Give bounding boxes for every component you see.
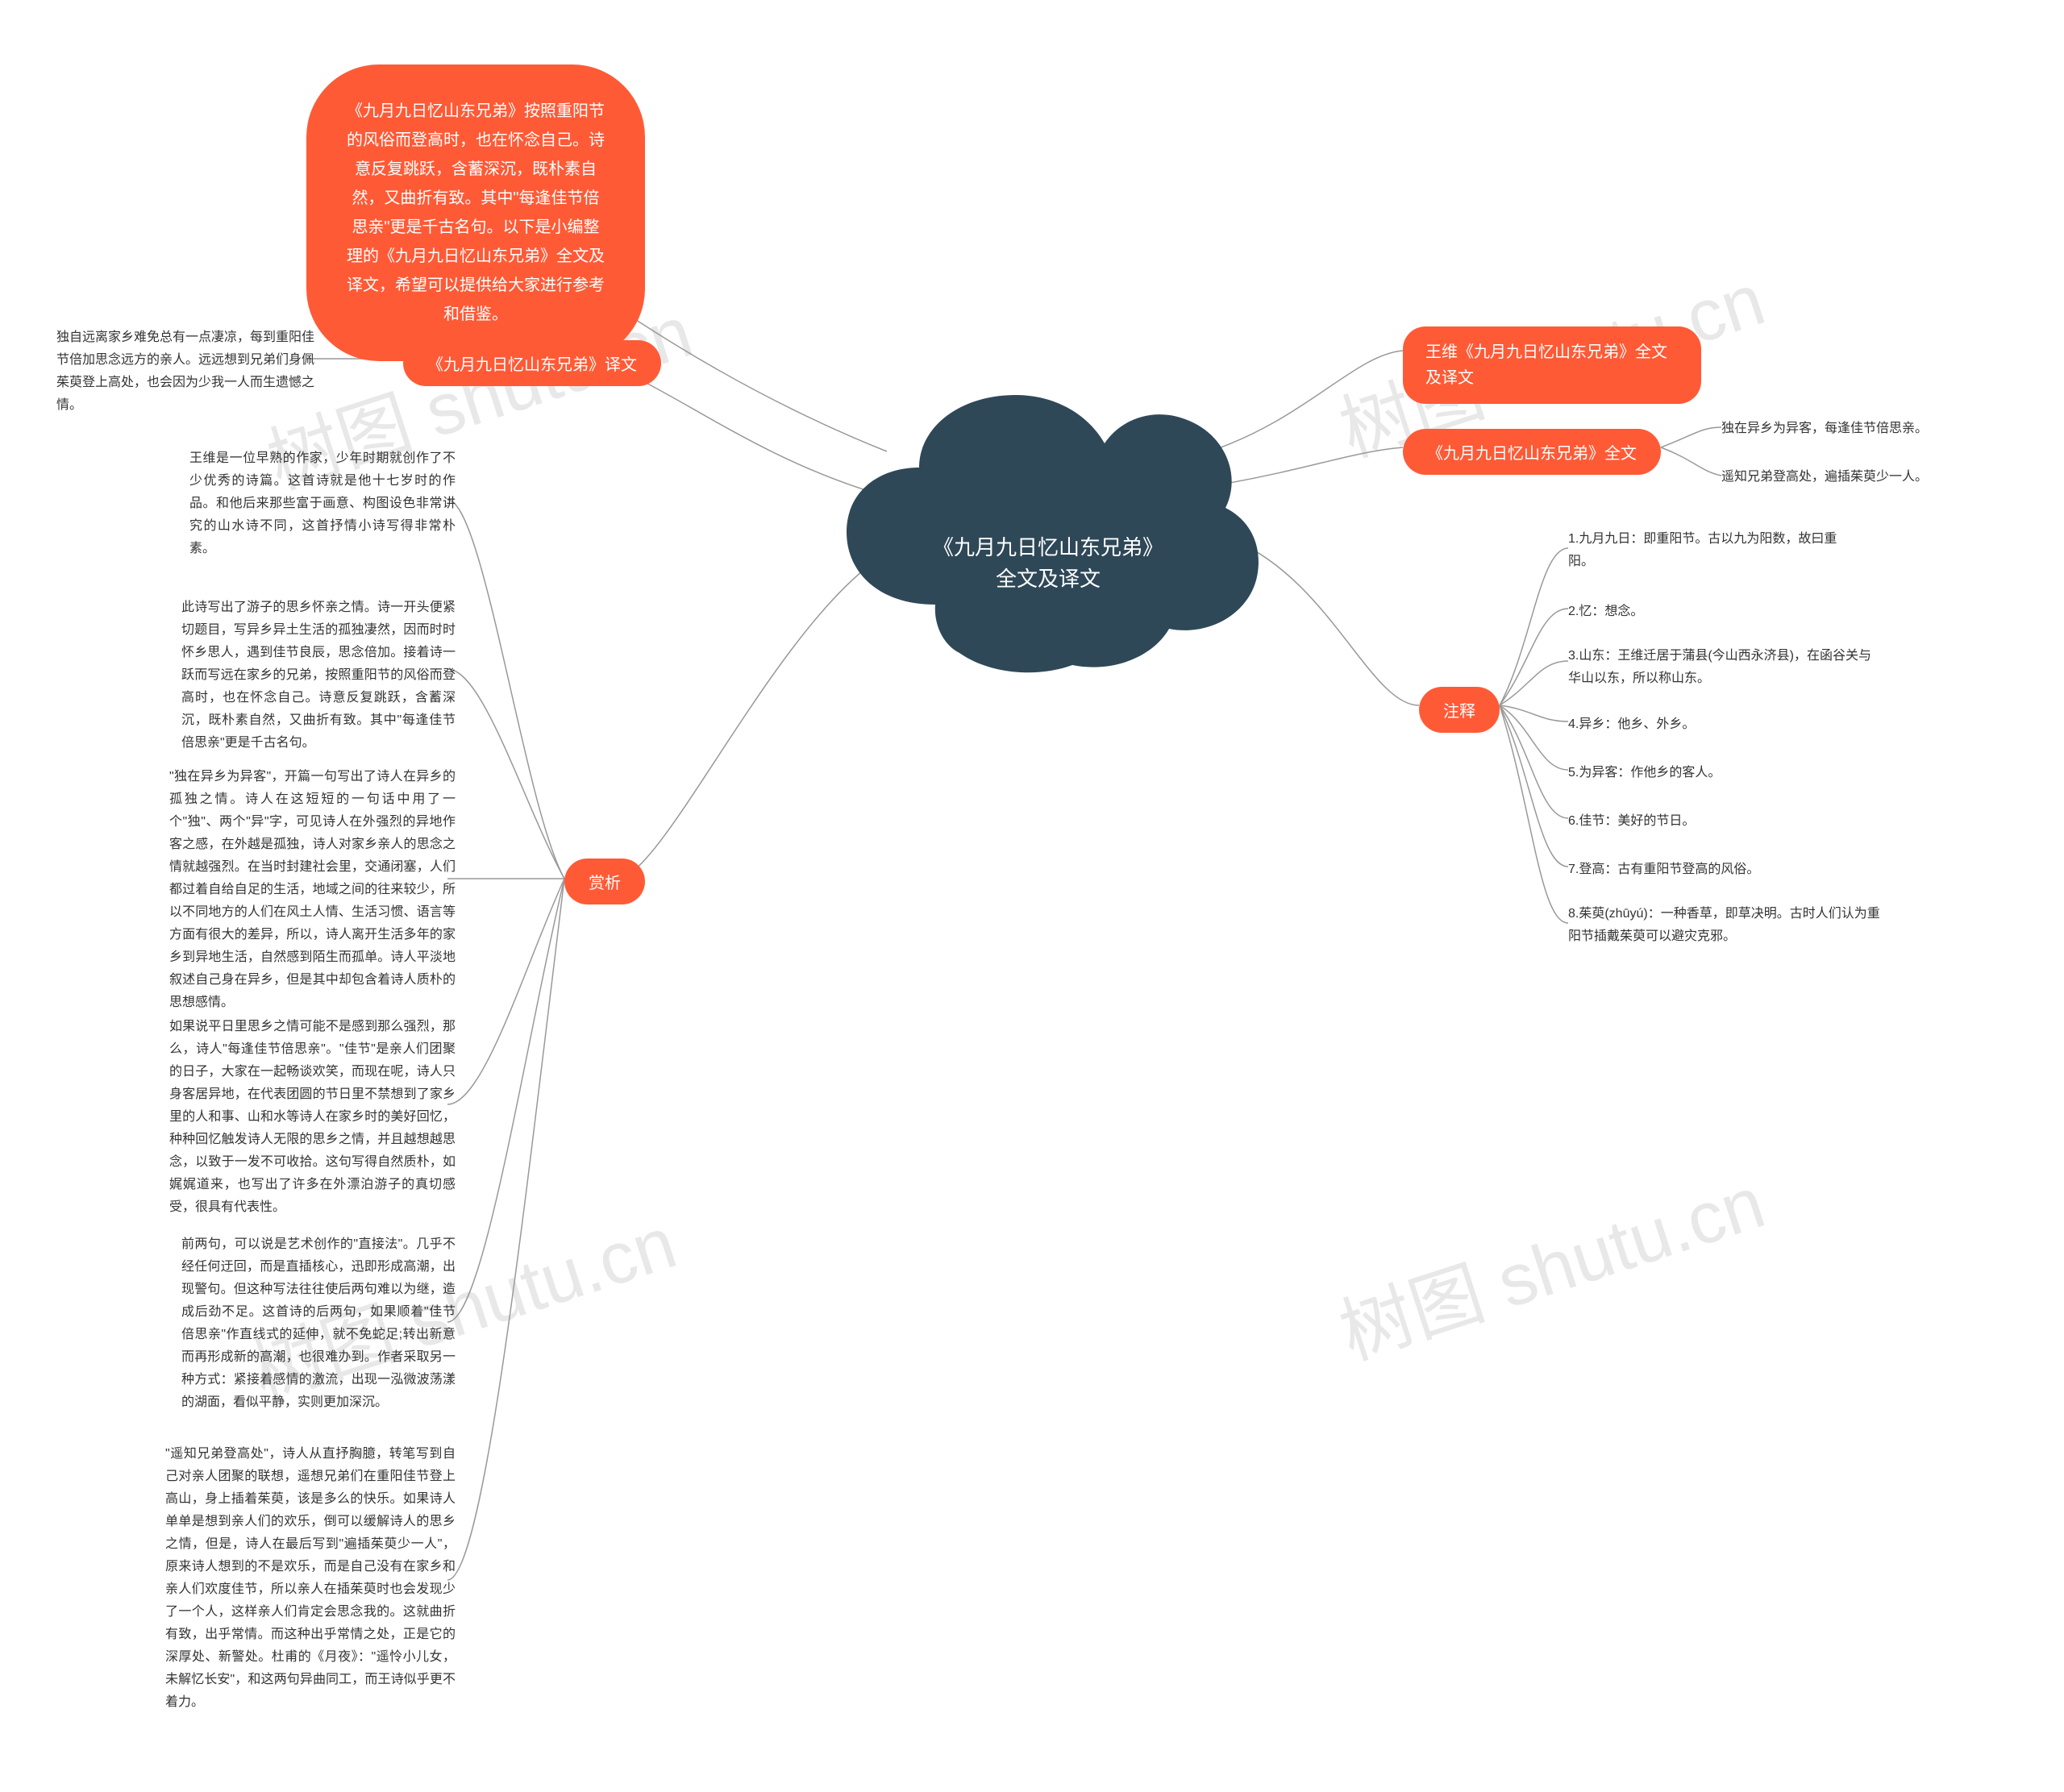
poem-line-1: 独在异乡为异客，每逢佳节倍思亲。 bbox=[1721, 418, 1971, 440]
center-cloud-node: 《九月九日忆山东兄弟》 全文及译文 bbox=[830, 371, 1266, 677]
note-item-6: 6.佳节：美好的节日。 bbox=[1568, 810, 1858, 833]
appreciation-para-6: "遥知兄弟登高处"，诗人从直抒胸臆，转笔写到自己对亲人团聚的联想，遥想兄弟们在重… bbox=[165, 1443, 456, 1714]
intro-node: 《九月九日忆山东兄弟》按照重阳节的风俗而登高时，也在怀念自己。诗意反复跳跃，含蓄… bbox=[306, 64, 645, 361]
note-item-4: 4.异乡：他乡、外乡。 bbox=[1568, 713, 1858, 736]
fulltext-title-node: 王维《九月九日忆山东兄弟》全文及译文 bbox=[1403, 326, 1701, 404]
center-title: 《九月九日忆山东兄弟》 全文及译文 bbox=[830, 532, 1266, 595]
translation-text: 独自远离家乡难免总有一点凄凉，每到重阳佳节倍加思念远方的亲人。远远想到兄弟们身佩… bbox=[56, 326, 314, 417]
note-item-5: 5.为异客：作他乡的客人。 bbox=[1568, 762, 1858, 784]
appreciation-para-2: 此诗写出了游子的思乡怀亲之情。诗一开头便紧切题目，写异乡异土生活的孤独凄然，因而… bbox=[181, 597, 456, 755]
note-item-8: 8.茱萸(zhūyú)：一种香草，即草决明。古时人们认为重阳节插戴茱萸可以避灾克… bbox=[1568, 903, 1891, 948]
note-item-1: 1.九月九日：即重阳节。古以九为阳数，故曰重阳。 bbox=[1568, 528, 1858, 573]
poem-title-node: 《九月九日忆山东兄弟》全文 bbox=[1403, 429, 1661, 475]
appreciation-para-3: "独在异乡为异客"，开篇一句写出了诗人在异乡的孤独之情。诗人在这短短的一句话中用… bbox=[169, 766, 456, 1014]
appreciation-para-4: 如果说平日里思乡之情可能不是感到那么强烈，那么，诗人"每逢佳节倍思亲"。"佳节"… bbox=[169, 1016, 456, 1219]
appreciation-para-1: 王维是一位早熟的作家，少年时期就创作了不少优秀的诗篇。这首诗就是他十七岁时的作品… bbox=[189, 447, 456, 560]
poem-line-2: 遥知兄弟登高处，遍插茱萸少一人。 bbox=[1721, 466, 1971, 489]
note-item-2: 2.忆：想念。 bbox=[1568, 601, 1858, 623]
notes-title-node: 注释 bbox=[1419, 687, 1500, 733]
note-item-7: 7.登高：古有重阳节登高的风俗。 bbox=[1568, 859, 1858, 881]
appreciation-title-node: 赏析 bbox=[564, 859, 645, 904]
translation-title-node: 《九月九日忆山东兄弟》译文 bbox=[403, 340, 661, 386]
watermark: 树图 shutu.cn bbox=[1325, 1144, 1775, 1379]
appreciation-para-5: 前两句，可以说是艺术创作的"直接法"。几乎不经任何迂回，而是直插核心，迅即形成高… bbox=[181, 1233, 456, 1414]
note-item-3: 3.山东：王维迁居于蒲县(今山西永济县)，在函谷关与华山以东，所以称山东。 bbox=[1568, 645, 1875, 690]
